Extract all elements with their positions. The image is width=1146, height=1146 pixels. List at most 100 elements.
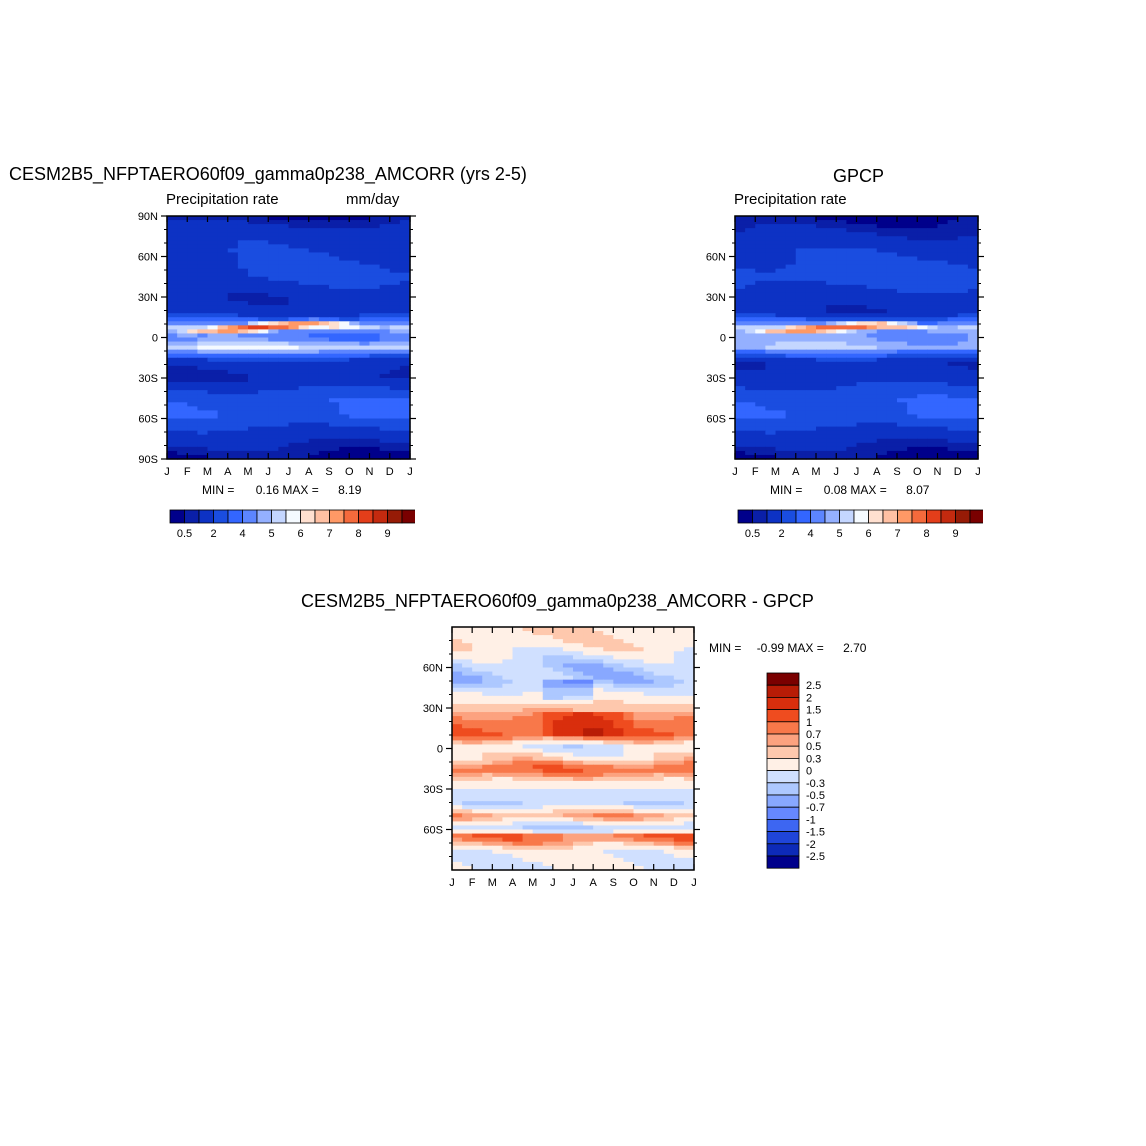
obs-xtick-label: M xyxy=(811,466,820,478)
model-colorbar: 0.5 2 4 5 6 7 8 9 xyxy=(169,509,415,540)
model-cell xyxy=(237,410,249,416)
model-cell xyxy=(359,248,371,254)
diff-cell xyxy=(562,663,574,669)
diff-cell xyxy=(643,720,655,725)
obs-cell xyxy=(795,345,807,351)
diff-cell xyxy=(512,793,524,798)
obs-cell xyxy=(856,418,868,424)
model-cell xyxy=(258,288,269,294)
obs-cell xyxy=(856,386,868,391)
diff-cell xyxy=(663,687,675,693)
obs-cell xyxy=(957,236,969,241)
model-cell xyxy=(379,426,391,432)
model-cell xyxy=(227,224,239,229)
diff-cell xyxy=(502,687,514,693)
diff-cell xyxy=(482,627,493,632)
obs-min-value: 0.08 xyxy=(823,483,848,497)
diff-cell xyxy=(452,841,463,847)
diff-cell xyxy=(472,853,483,859)
obs-cell xyxy=(785,252,797,258)
diff-cell xyxy=(683,643,695,648)
model-cell xyxy=(399,276,411,282)
obs-cell xyxy=(907,268,918,274)
diff-cell xyxy=(643,829,655,835)
obs-cell xyxy=(765,272,777,278)
diff-cell xyxy=(653,691,665,697)
obs-cell xyxy=(805,414,817,420)
diff-cell xyxy=(603,760,614,766)
model-cell xyxy=(329,264,340,270)
diff-cell xyxy=(512,724,524,729)
obs-cell xyxy=(836,373,847,379)
diff-cell xyxy=(663,861,675,867)
diff-cell xyxy=(532,764,544,770)
model-cell xyxy=(268,365,279,371)
model-cell xyxy=(339,248,350,254)
diff-cell xyxy=(542,764,554,770)
diff-cell xyxy=(583,845,594,851)
model-cell xyxy=(167,236,178,241)
diff-cell xyxy=(462,817,473,822)
model-cell xyxy=(177,378,188,383)
diff-cell xyxy=(552,764,564,770)
diff-cell xyxy=(502,744,514,750)
model-cell xyxy=(318,341,330,347)
obs-cell xyxy=(775,228,787,233)
model-cell xyxy=(268,438,279,444)
diff-cell xyxy=(573,639,584,644)
obs-cell xyxy=(805,341,817,347)
model-cell xyxy=(298,325,310,330)
obs-cell xyxy=(937,426,949,432)
obs-cell xyxy=(745,321,756,326)
obs-cell xyxy=(876,450,888,456)
model-cell xyxy=(298,418,310,424)
model-cell xyxy=(207,386,219,391)
obs-cell xyxy=(816,216,827,221)
obs-cell xyxy=(846,272,858,278)
diff-cell xyxy=(653,805,665,810)
diff-cell xyxy=(482,683,493,689)
obs-cell xyxy=(745,406,756,411)
obs-cell xyxy=(735,386,746,391)
diff-cell xyxy=(482,813,493,818)
obs-cell xyxy=(866,394,878,399)
obs-ytick-label: 30N xyxy=(706,292,726,304)
diff-cell xyxy=(542,841,554,847)
obs-cell xyxy=(836,341,847,347)
obs-cell xyxy=(775,240,787,245)
model-cell xyxy=(278,301,290,306)
model-cell xyxy=(217,373,229,379)
obs-cell xyxy=(927,256,939,262)
diff-cell xyxy=(613,675,625,681)
model-cell xyxy=(298,414,310,420)
diff-cell xyxy=(583,643,594,648)
diff-cell xyxy=(552,675,564,681)
model-cell xyxy=(308,422,320,428)
model-cell xyxy=(268,244,279,249)
model-cell xyxy=(308,220,320,225)
diff-cell xyxy=(673,829,685,835)
obs-cell xyxy=(897,305,908,310)
model-cell xyxy=(268,288,279,294)
model-cell xyxy=(237,430,249,436)
diff-cell xyxy=(562,691,574,697)
model-cell xyxy=(268,357,279,363)
model-cell xyxy=(187,386,198,391)
diff-cell xyxy=(613,793,625,798)
diff-cell xyxy=(502,703,514,709)
obs-cell xyxy=(907,390,918,395)
diff-cell xyxy=(683,647,695,652)
diff-cell xyxy=(683,865,695,871)
model-cell xyxy=(237,292,249,298)
diff-cell xyxy=(593,671,604,677)
diff-cell xyxy=(603,695,614,701)
diff-cell xyxy=(562,833,574,839)
obs-cell xyxy=(836,248,847,254)
model-cell xyxy=(258,438,269,444)
obs-cell xyxy=(775,333,787,339)
model-cell xyxy=(359,378,371,383)
model-ytick-label: 90N xyxy=(138,211,158,223)
obs-cell xyxy=(886,450,898,456)
model-cell xyxy=(329,353,340,359)
obs-cell xyxy=(856,256,868,262)
